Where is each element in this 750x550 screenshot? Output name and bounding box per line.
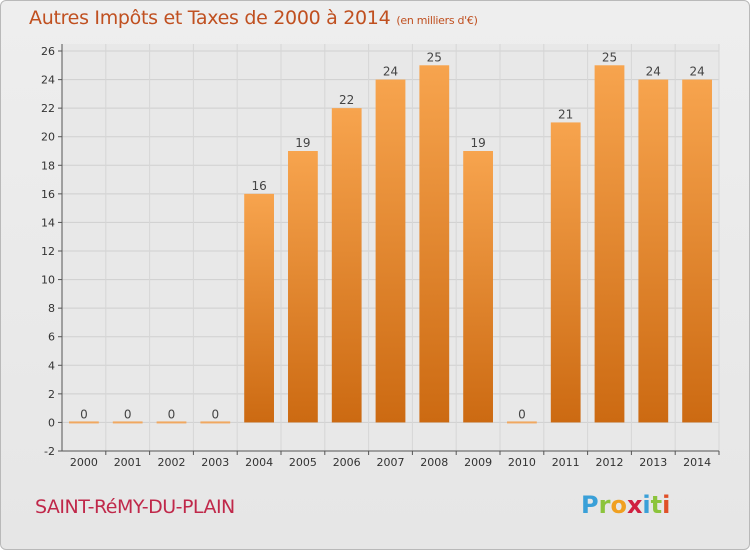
- bar-2011: [550, 122, 581, 423]
- y-tick-label: 16: [41, 188, 55, 201]
- x-tick-label: 2011: [552, 456, 580, 469]
- axes: [58, 44, 720, 455]
- y-tick-label: 18: [41, 159, 55, 172]
- y-tick-label: 20: [41, 131, 55, 144]
- y-tick-label: 6: [48, 331, 55, 344]
- bars: [69, 65, 712, 424]
- x-tick-label: 2000: [70, 456, 98, 469]
- bar-2003: [200, 421, 231, 424]
- bar-2001: [112, 421, 143, 424]
- bar-2008: [419, 65, 450, 423]
- data-label: 0: [80, 407, 88, 421]
- bar-2013: [638, 79, 669, 423]
- x-tick-label: 2005: [289, 456, 317, 469]
- data-label: 21: [558, 107, 573, 121]
- data-label: 16: [251, 179, 266, 193]
- x-tick-label: 2007: [377, 456, 405, 469]
- x-tick-label: 2003: [201, 456, 229, 469]
- x-tick-label: 2012: [596, 456, 624, 469]
- chart-title-text: Autres Impôts et Taxes de 2000 à 2014: [29, 7, 391, 29]
- y-tick-label: 14: [41, 216, 55, 229]
- bar-2012: [594, 65, 625, 423]
- logo-letter: i: [662, 491, 671, 519]
- bar-2006: [331, 108, 362, 423]
- y-tick-label: -2: [44, 445, 55, 458]
- x-tick-label: 2009: [464, 456, 492, 469]
- data-label: 0: [168, 407, 176, 421]
- x-tick-labels: 2000 2001 2002 2003 2004 2005 2006 2007 2008 2009…: [70, 456, 711, 469]
- data-label: 0: [124, 407, 132, 421]
- y-tick-label: 24: [41, 74, 55, 87]
- bar-2014: [682, 79, 712, 423]
- logo-letter: P: [581, 491, 599, 519]
- y-tick-label: 12: [41, 245, 55, 258]
- data-label: 0: [211, 407, 219, 421]
- x-tick-label: 2002: [158, 456, 186, 469]
- logo-letter: t: [650, 491, 663, 519]
- y-tick-label: 4: [48, 359, 55, 372]
- x-tick-label: 2008: [420, 456, 448, 469]
- data-label: 25: [602, 50, 617, 64]
- data-labels: 0 0 0 0 16 19 22 24 25 19 0 21 25 24 24: [80, 50, 705, 421]
- x-tick-label: 2013: [639, 456, 667, 469]
- logo-letter: o: [610, 491, 627, 519]
- y-tick-label: 26: [41, 45, 55, 58]
- bar-2005: [288, 151, 318, 423]
- bar-2000: [69, 421, 99, 424]
- logo-letter: r: [598, 491, 611, 519]
- bar-2004: [244, 193, 274, 423]
- data-label: 24: [383, 65, 398, 79]
- data-label: 24: [646, 65, 661, 79]
- x-tick-label: 2014: [683, 456, 711, 469]
- x-tick-label: 2006: [333, 456, 361, 469]
- bar-2009: [463, 151, 493, 423]
- x-tick-label: 2004: [245, 456, 273, 469]
- data-label: 25: [427, 50, 442, 64]
- logo-letter: x: [626, 491, 643, 519]
- x-tick-label: 2001: [114, 456, 142, 469]
- proxiti-logo: Proxiti: [581, 491, 670, 519]
- data-label: 0: [518, 407, 526, 421]
- commune-name: SAINT-RéMY-DU-PLAIN: [35, 496, 235, 518]
- chart-subtitle: (en milliers d'€): [396, 14, 478, 27]
- bar-2002: [156, 421, 187, 424]
- y-tick-label: 0: [48, 416, 55, 429]
- y-tick-label: 22: [41, 102, 55, 115]
- y-tick-label: 2: [48, 388, 55, 401]
- bar-2007: [375, 79, 406, 423]
- data-label: 22: [339, 93, 354, 107]
- data-label: 24: [689, 65, 704, 79]
- y-tick-label: 10: [41, 274, 55, 287]
- logo-letter: i: [642, 491, 651, 519]
- y-tick-label: 8: [48, 302, 55, 315]
- chart-title: Autres Impôts et Taxes de 2000 à 2014 (en…: [29, 7, 478, 29]
- data-label: 19: [295, 136, 310, 150]
- data-label: 19: [470, 136, 485, 150]
- x-tick-label: 2010: [508, 456, 536, 469]
- bar-2010: [507, 421, 537, 424]
